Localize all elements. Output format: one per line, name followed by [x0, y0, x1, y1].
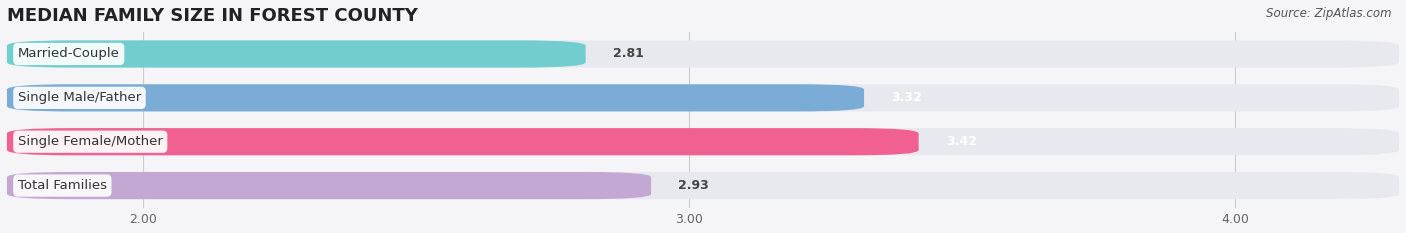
Text: Married-Couple: Married-Couple: [18, 48, 120, 61]
Text: Single Male/Father: Single Male/Father: [18, 91, 141, 104]
FancyBboxPatch shape: [7, 40, 586, 68]
FancyBboxPatch shape: [7, 84, 865, 111]
Text: MEDIAN FAMILY SIZE IN FOREST COUNTY: MEDIAN FAMILY SIZE IN FOREST COUNTY: [7, 7, 418, 25]
Text: Source: ZipAtlas.com: Source: ZipAtlas.com: [1267, 7, 1392, 20]
FancyBboxPatch shape: [7, 172, 1399, 199]
Text: 2.81: 2.81: [613, 48, 644, 61]
Text: 2.93: 2.93: [679, 179, 709, 192]
Text: Single Female/Mother: Single Female/Mother: [18, 135, 163, 148]
Text: Total Families: Total Families: [18, 179, 107, 192]
FancyBboxPatch shape: [7, 84, 1399, 111]
Text: 3.42: 3.42: [946, 135, 977, 148]
FancyBboxPatch shape: [7, 128, 918, 155]
FancyBboxPatch shape: [7, 40, 1399, 68]
Text: 3.32: 3.32: [891, 91, 922, 104]
FancyBboxPatch shape: [7, 172, 651, 199]
FancyBboxPatch shape: [7, 128, 1399, 155]
